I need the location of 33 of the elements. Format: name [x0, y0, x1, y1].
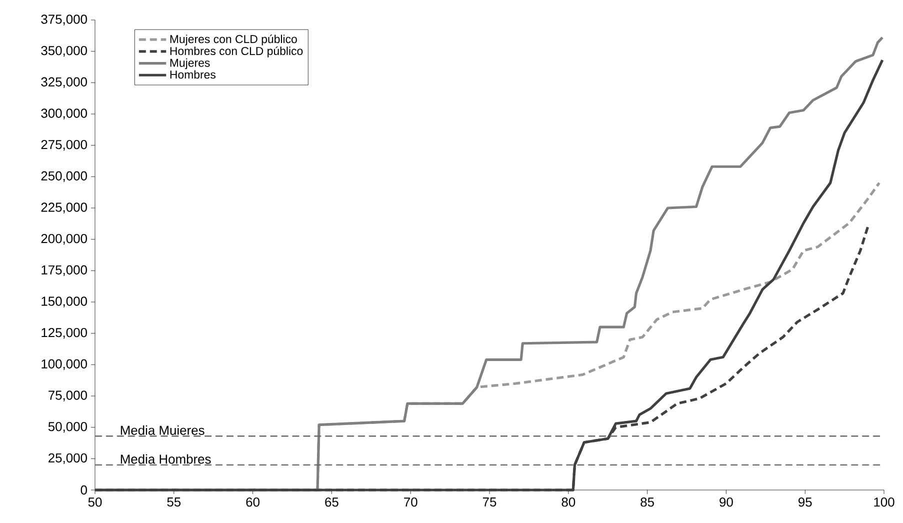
x-tick-label: 55	[167, 498, 181, 507]
x-tick-label: 75	[482, 498, 496, 507]
y-tick-label: 25,000	[48, 453, 87, 464]
legend-label: Mujeres	[170, 58, 210, 70]
y-tick-label: 325,000	[41, 77, 87, 88]
y-tick-label: 200,000	[41, 234, 87, 245]
y-tick-label: 125,000	[42, 328, 87, 339]
y-tick-label: 150,000	[42, 296, 87, 308]
x-tick-label: 70	[404, 498, 418, 507]
y-tick-label: 350,000	[41, 46, 87, 57]
y-tick-label: 50,000	[48, 422, 87, 433]
x-tick-label: 80	[562, 498, 576, 507]
y-tick-label: 0	[80, 485, 87, 495]
legend-label: Mujeres con CLD público	[170, 34, 297, 46]
y-tick-label: 75,000	[48, 390, 87, 402]
y-tick-label: 300,000	[41, 108, 87, 120]
x-tick-label: 85	[640, 498, 654, 507]
y-tick-label: 100,000	[42, 359, 87, 370]
x-tick-label: 90	[720, 498, 733, 507]
y-tick-label: 175,000	[42, 265, 87, 276]
legend-label: Hombres con CLD público	[170, 46, 303, 58]
y-tick-label: 225,000	[41, 202, 87, 214]
ref-line-label: Media Hombres	[120, 454, 211, 464]
x-tick-label: 50	[88, 498, 102, 507]
x-tick-label: 100	[874, 498, 894, 507]
x-tick-label: 95	[798, 498, 812, 507]
y-tick-label: 275,000	[41, 140, 87, 151]
y-tick-label: 250,000	[41, 171, 87, 182]
ref-line-label: Media Muieres	[120, 425, 204, 435]
x-tick-label: 60	[246, 498, 260, 507]
x-tick-label: 65	[325, 498, 338, 507]
legend-label: Hombres	[170, 70, 216, 79]
y-tick-label: 375,000	[41, 14, 87, 26]
